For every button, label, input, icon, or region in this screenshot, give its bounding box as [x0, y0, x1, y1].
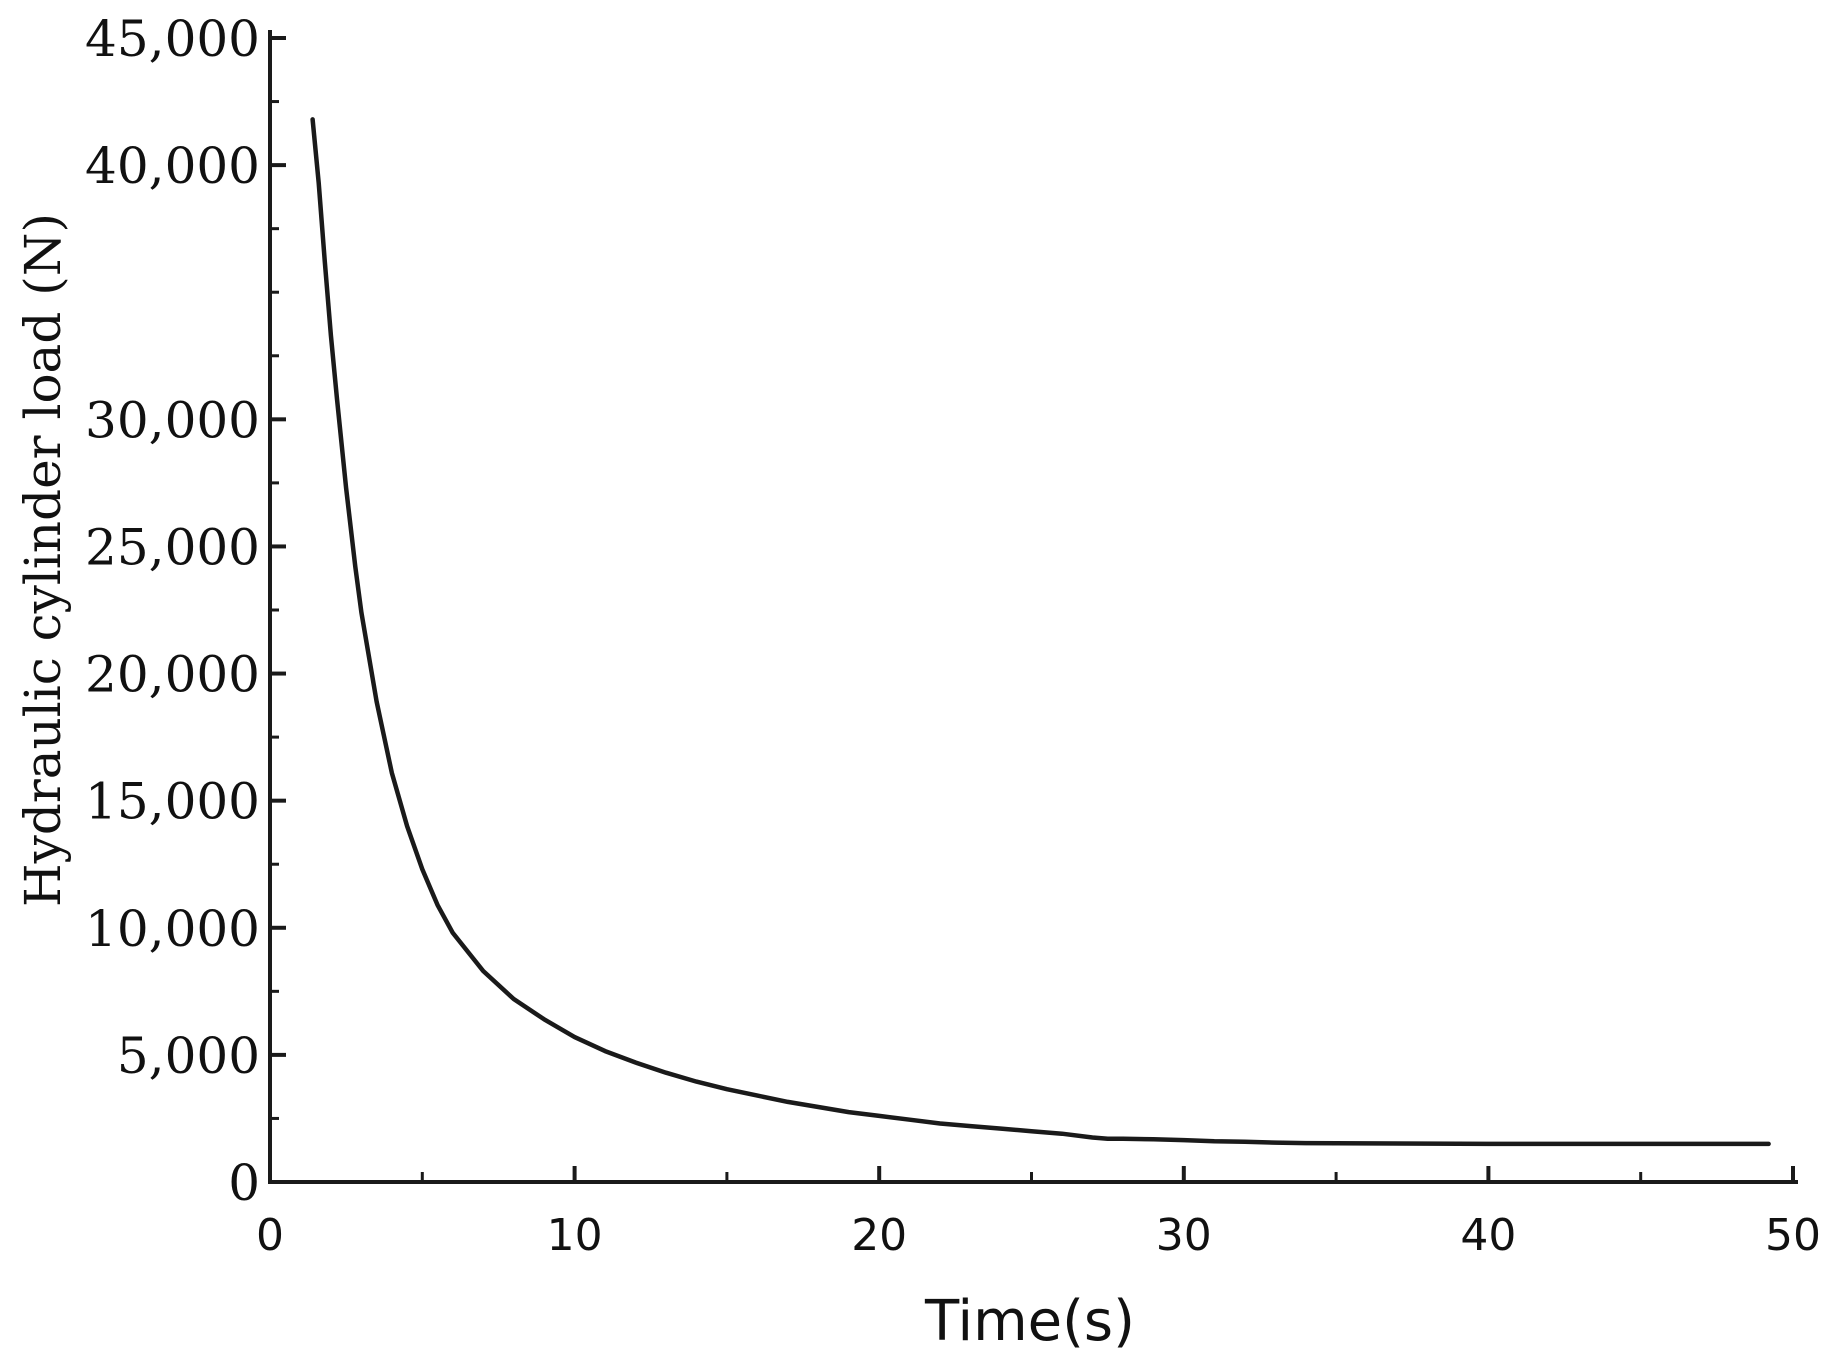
x-tick-label-5: 50: [1765, 1210, 1821, 1261]
y-tick-label-4: 20,000: [85, 646, 260, 704]
y-tick-label-6: 30,000: [85, 391, 260, 449]
y-tick-label-0: 0: [228, 1154, 260, 1212]
y-axis-label: Hydraulic cylinder load (N): [14, 213, 72, 907]
ticks: [270, 36, 1795, 1182]
y-tick-label-1: 5,000: [117, 1027, 260, 1085]
y-tick-label-7: 40,000: [85, 137, 260, 195]
x-axis-label: Time(s): [924, 1289, 1135, 1354]
x-tick-label-0: 0: [256, 1210, 284, 1261]
y-tick-label-5: 25,000: [85, 518, 260, 576]
axes: [268, 30, 1798, 1184]
y-tick-label-8: 45,000: [85, 10, 260, 68]
series-line-0: [310, 117, 1771, 1147]
tick-labels: 0 10 20 30 40 50 0 5,000 10,000 15,000 20,000 25,00…: [85, 10, 1821, 1261]
series-layer: [310, 117, 1771, 1147]
x-tick-label-1: 10: [547, 1210, 603, 1261]
x-tick-label-3: 30: [1156, 1210, 1212, 1261]
x-tick-label-2: 20: [851, 1210, 907, 1261]
y-tick-label-3: 15,000: [85, 773, 260, 831]
x-tick-label-4: 40: [1460, 1210, 1516, 1261]
y-tick-label-2: 10,000: [85, 900, 260, 958]
